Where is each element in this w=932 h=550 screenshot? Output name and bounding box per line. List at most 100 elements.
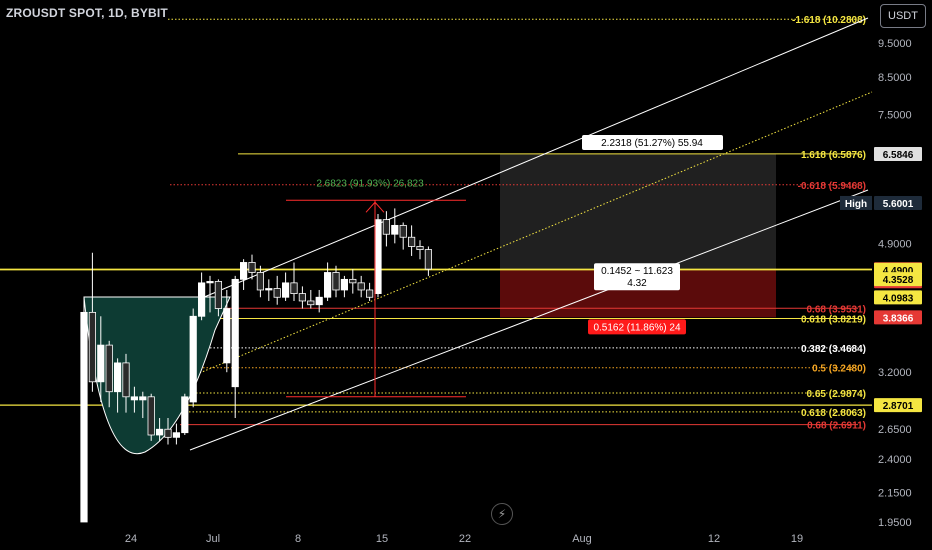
fib-label: 0.618 (2.8063) (801, 408, 866, 419)
candle-body (223, 308, 231, 364)
candle-body (248, 262, 256, 273)
candle-body (97, 344, 105, 383)
candle-body (273, 288, 281, 298)
profit-zone (500, 153, 776, 270)
currency-button[interactable]: USDT (880, 4, 926, 28)
price-axis: 9.5000 8.5000 7.5000 4.9000 3.2000 2.6500 2.40… (840, 38, 922, 529)
candle-body (424, 249, 433, 270)
price-badge-bg (874, 272, 922, 287)
price-badge-bg (874, 398, 922, 413)
x-tick-label: Aug (572, 533, 592, 545)
candle-body (391, 224, 399, 235)
x-tick-label: 19 (791, 533, 803, 545)
channel-upper (189, 17, 869, 304)
fib-label: 1.618 (6.5876) (801, 150, 866, 161)
target-label-text: 2.2318 (51.27%) 55.94 (601, 138, 703, 149)
position-zones (500, 153, 776, 318)
trend-channel (189, 17, 873, 451)
fib-label: -1.618 (10.2808) (792, 15, 866, 26)
candle-body (298, 293, 307, 302)
candle-body (214, 281, 222, 309)
x-tick-label: 8 (295, 533, 301, 545)
y-tick-label: 1.9500 (878, 517, 912, 529)
stop-label-text: 0.5162 (11.86%) 24 (593, 322, 681, 333)
candle-body (114, 362, 122, 393)
x-tick-label: 24 (125, 533, 137, 545)
price-badge-bg (874, 310, 922, 325)
x-tick-label: 12 (708, 533, 720, 545)
fib-label: 0.65 (2.9874) (807, 389, 867, 400)
candle-body (164, 428, 172, 438)
chart-title: ZROUSDT SPOT, 1D, BYBIT (6, 6, 168, 20)
x-tick-label: 22 (459, 533, 471, 545)
x-tick-label: 15 (376, 533, 388, 545)
channel-lower (189, 189, 869, 451)
candle-body (323, 272, 332, 298)
y-tick-label: 2.1500 (878, 487, 912, 499)
candle-body (147, 396, 155, 436)
candle-body (122, 362, 130, 398)
candle-body (416, 246, 424, 250)
candle-body (231, 278, 239, 388)
price-badge-bg (874, 290, 922, 305)
price-badge: 4.0983 (874, 290, 922, 305)
candle-body (374, 219, 382, 294)
candle-body (332, 272, 340, 291)
fib-label: 0.382 (3.4684) (801, 344, 866, 355)
fib-label: 0.5 (3.2480) (812, 364, 866, 375)
price-badge: 3.8366 (874, 310, 922, 325)
y-tick-label: 7.5000 (878, 110, 912, 122)
candle-body (197, 282, 206, 317)
candle-body (139, 396, 147, 401)
chart-labels: 2.2318 (51.27%) 55.94 0.1452 ~ 11.6234.32… (582, 134, 723, 335)
price-badge-tag: High (845, 199, 867, 210)
target-label-bg (582, 134, 723, 150)
ratio-label-text-1: 0.1452 ~ 11.623 (601, 266, 673, 277)
candle-body (265, 288, 273, 291)
measure-label: 2.6823 (91.93%) 26,823 (316, 178, 424, 189)
time-axis: 24 Jul 8 15 22 Aug 12 19 (125, 533, 803, 545)
y-tick-label: 9.5000 (878, 38, 912, 50)
price-badge-text: 4.0983 (883, 293, 914, 304)
price-badge-bg (874, 146, 922, 161)
ratio-label-text-2: 4.32 (627, 278, 647, 289)
candle-body (206, 281, 214, 284)
candles (80, 208, 433, 523)
target-label: 2.2318 (51.27%) 55.94 (582, 134, 723, 150)
candle-body (307, 300, 315, 306)
fib-label: 0.68 (2.6911) (807, 421, 866, 432)
y-tick-label: 3.2000 (878, 367, 912, 379)
price-badge-text: 5.6001 (883, 199, 914, 210)
price-badge: High 5.6001 (840, 195, 922, 210)
stop-label: 0.5162 (11.86%) 24 (588, 319, 686, 335)
candle-body (357, 282, 365, 291)
candle-body (80, 311, 88, 523)
candle-body (365, 289, 374, 298)
y-tick-label: 2.4000 (878, 454, 912, 466)
x-tick-label: Jul (206, 533, 220, 545)
candle-body (105, 344, 113, 393)
price-badge-text: 3.8366 (883, 313, 914, 324)
candle-body (256, 272, 265, 291)
candle-body (407, 236, 416, 247)
price-badge-bg (874, 195, 922, 210)
lightning-icon[interactable]: ⚡ (491, 503, 513, 525)
price-badge-tag-bg (840, 195, 872, 210)
candle-body (290, 282, 298, 294)
y-tick-label: 8.5000 (878, 72, 912, 84)
candle-body (155, 428, 164, 436)
candle-body (181, 396, 189, 434)
candle-body (399, 224, 407, 238)
price-badge-text: 2.8701 (883, 401, 914, 412)
fib-label: 0.618 (3.8219) (801, 314, 866, 325)
candle-body (382, 219, 391, 235)
candle-body (340, 278, 349, 291)
price-badge: 4.3528 (874, 272, 922, 287)
price-badge-text: 6.5846 (883, 150, 914, 161)
candle-body (239, 262, 248, 280)
price-badge: 6.5846 (874, 146, 922, 161)
price-badge: 2.8701 (874, 398, 922, 413)
candle-body (281, 282, 290, 298)
